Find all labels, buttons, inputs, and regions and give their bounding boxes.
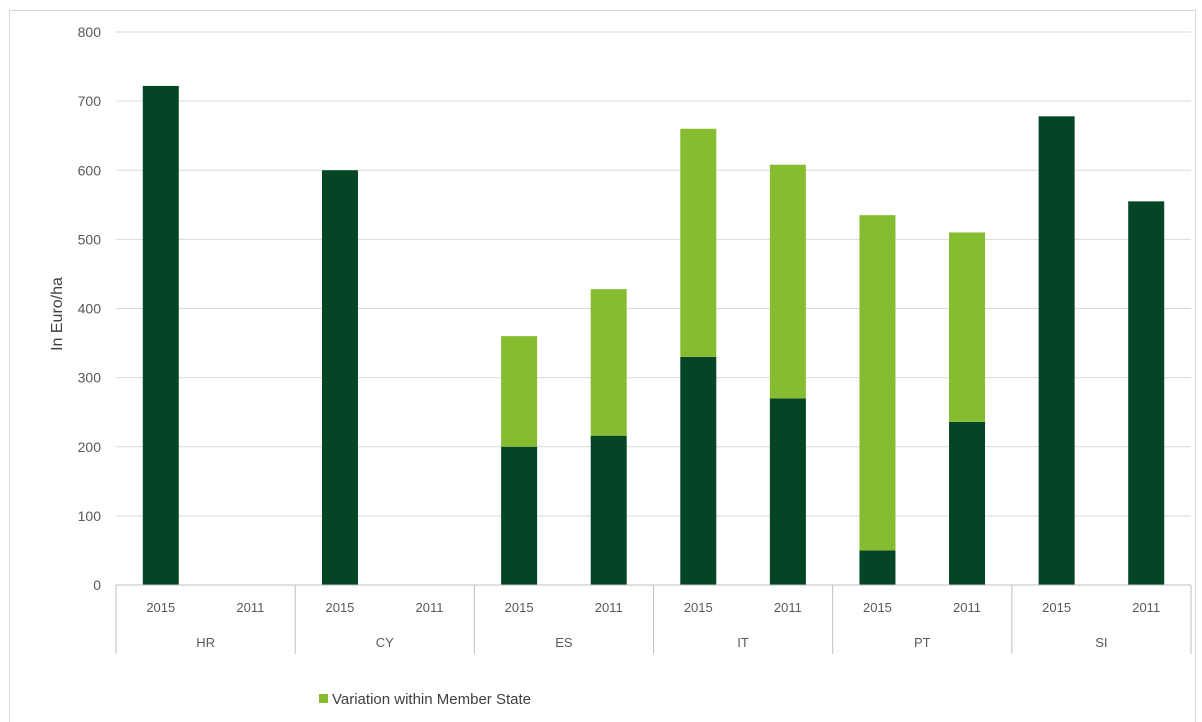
y-axis-ticks: 0 100 200 300 400 500 600 700 800 <box>78 24 102 593</box>
bar-base <box>1128 201 1165 585</box>
y-axis-title: In Euro/ha <box>49 277 66 351</box>
y-tick-label: 500 <box>78 231 102 247</box>
x-tick-label: 2011 <box>236 600 264 615</box>
y-tick-label: 600 <box>78 162 102 178</box>
x-axis: 2015 2011 2015 2011 2015 2011 2015 2011 2015 2011… <box>115 584 1192 654</box>
x-tick-label: 2015 <box>684 600 713 615</box>
x-group-label: SI <box>1095 635 1107 650</box>
x-tick-label: 2011 <box>1132 600 1160 615</box>
x-group-label: PT <box>914 635 931 650</box>
bar-base <box>142 85 179 585</box>
x-group-label: HR <box>196 635 215 650</box>
bar-base <box>680 356 717 585</box>
x-tick-label: 2011 <box>416 600 444 615</box>
y-tick-label: 0 <box>93 577 101 593</box>
y-tick-label: 400 <box>78 301 102 317</box>
legend-swatch-variation <box>319 694 328 703</box>
x-tick-label: 2015 <box>146 600 175 615</box>
bar-base <box>501 446 538 585</box>
y-tick-label: 100 <box>78 508 102 524</box>
bar-base <box>1038 116 1075 586</box>
x-tick-label: 2015 <box>505 600 534 615</box>
x-tick-label: 2011 <box>953 600 981 615</box>
bar-base <box>321 170 358 585</box>
bar-variation <box>949 232 986 422</box>
bar-base <box>590 435 627 585</box>
x-group-label: CY <box>376 635 394 650</box>
bar-variation <box>501 336 538 447</box>
x-tick-label: 2015 <box>863 600 892 615</box>
y-tick-label: 700 <box>78 93 102 109</box>
bar-variation <box>590 289 627 436</box>
bar-variation <box>680 128 717 357</box>
bar-variation <box>859 215 896 551</box>
y-tick-label: 300 <box>78 370 102 386</box>
bar-base <box>859 550 896 585</box>
x-tick-label: 2011 <box>774 600 802 615</box>
bar-base <box>949 421 986 585</box>
legend-label-variation: Variation within Member State <box>332 691 531 708</box>
y-tick-label: 200 <box>78 439 102 455</box>
x-group-label: ES <box>555 635 573 650</box>
y-tick-label: 800 <box>78 24 102 40</box>
bar-variation <box>769 164 806 399</box>
gridlines <box>116 31 1191 517</box>
bars <box>142 85 1165 586</box>
x-tick-label: 2011 <box>595 600 623 615</box>
x-tick-label: 2015 <box>1042 600 1071 615</box>
x-tick-label: 2015 <box>325 600 354 615</box>
legend: Variation within Member State <box>319 691 531 708</box>
bar-base <box>769 398 806 585</box>
x-group-label: IT <box>737 635 749 650</box>
